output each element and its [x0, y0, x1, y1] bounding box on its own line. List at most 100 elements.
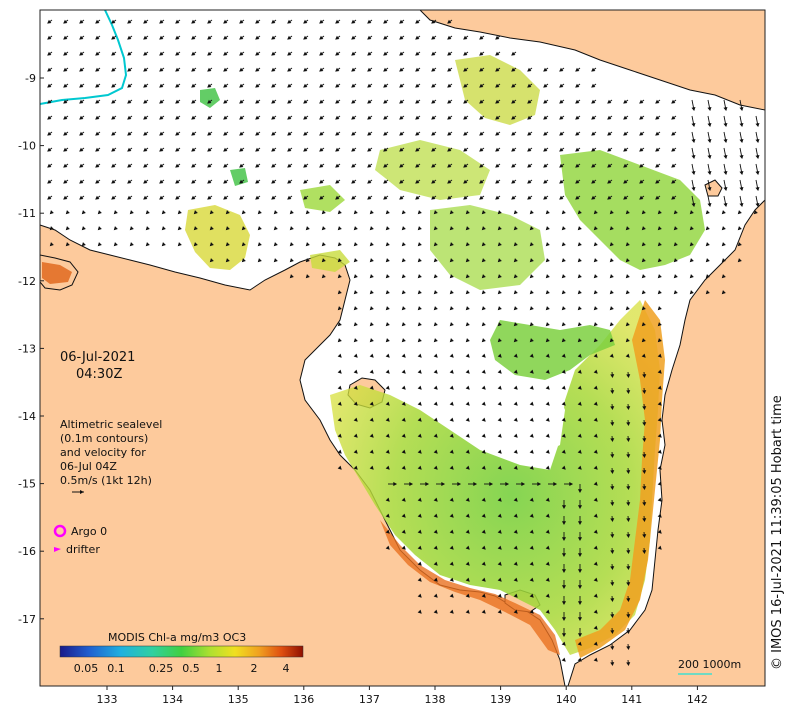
lon-tick-label: 133 — [97, 693, 118, 706]
velocity-arrow-head — [593, 338, 598, 343]
velocity-arrow-head — [655, 179, 660, 184]
velocity-arrow-head — [527, 67, 532, 72]
velocity-arrow-head — [337, 306, 342, 311]
velocity-arrow-head — [657, 417, 662, 422]
velocity-arrow-head — [639, 147, 644, 152]
velocity-arrow-head — [559, 179, 564, 184]
velocity-arrow-head — [739, 154, 744, 160]
velocity-arrow-head — [63, 83, 68, 88]
velocity-arrow-head — [335, 179, 340, 184]
velocity-arrow-head — [673, 258, 678, 263]
velocity-arrow-head — [607, 195, 612, 200]
velocity-arrow-head — [401, 210, 406, 215]
velocity-arrow-head — [529, 449, 534, 454]
velocity-arrow-head — [433, 577, 438, 582]
velocity-arrow-head — [335, 99, 340, 104]
velocity-arrow-head — [353, 465, 358, 470]
velocity-arrow-head — [385, 513, 390, 518]
velocity-arrow-head — [177, 242, 182, 247]
velocity-arrow-head — [127, 147, 132, 152]
velocity-arrow-head — [63, 163, 68, 168]
velocity-arrow-head — [143, 147, 148, 152]
velocity-arrow-head — [447, 147, 452, 152]
velocity-arrow-head — [353, 369, 358, 374]
velocity-arrow-head — [351, 67, 356, 72]
velocity-arrow-head — [561, 657, 566, 662]
velocity-arrow-head — [417, 242, 422, 247]
velocity-arrow-head — [657, 433, 662, 438]
velocity-arrow-head — [417, 385, 422, 390]
velocity-arrow-head — [625, 210, 630, 215]
velocity-arrow-head — [671, 131, 676, 136]
velocity-arrow-head — [723, 186, 728, 192]
velocity-arrow-head — [417, 561, 422, 566]
velocity-arrow-head — [561, 401, 566, 406]
velocity-arrow-head — [610, 374, 615, 379]
annotation-line-5: 0.5m/s (1kt 12h) — [60, 474, 152, 487]
velocity-arrow-head — [593, 290, 598, 295]
velocity-arrow-head — [721, 210, 726, 215]
velocity-arrow-head — [465, 369, 470, 374]
velocity-arrow-head — [739, 170, 744, 176]
velocity-arrow-head — [353, 322, 358, 327]
velocity-arrow-head — [337, 449, 342, 454]
velocity-arrow-head — [642, 486, 647, 491]
velocity-arrow-head — [129, 226, 134, 231]
velocity-arrow-head — [543, 131, 548, 136]
velocity-arrow-head — [561, 242, 566, 247]
velocity-arrow-head — [561, 258, 566, 263]
argo-legend: Argo 0 — [53, 524, 107, 538]
lat-tick-label: -11 — [18, 207, 36, 220]
velocity-arrow-head — [529, 322, 534, 327]
velocity-arrow-head — [513, 353, 518, 358]
velocity-arrow-head — [642, 374, 647, 379]
velocity-arrow-head — [449, 385, 454, 390]
velocity-arrow-head — [529, 385, 534, 390]
velocity-arrow-head — [513, 306, 518, 311]
velocity-arrow-head — [417, 497, 422, 502]
velocity-arrow-head — [575, 67, 580, 72]
velocity-arrow-head — [289, 274, 294, 279]
chl-left-island — [42, 262, 72, 284]
velocity-arrow-head — [755, 170, 760, 176]
velocity-arrow-head — [65, 242, 70, 247]
velocity-arrow-head — [255, 67, 260, 72]
velocity-arrow-head — [367, 51, 372, 56]
velocity-arrow-head — [463, 51, 468, 56]
velocity-arrow-head — [335, 19, 340, 24]
velocity-arrow-head — [175, 19, 180, 24]
velocity-arrow-head — [273, 226, 278, 231]
velocity-arrow-head — [497, 561, 502, 566]
velocity-arrow-head — [175, 35, 180, 40]
velocity-arrow-head — [369, 274, 374, 279]
velocity-arrow-head — [449, 401, 454, 406]
velocity-arrow-head — [303, 147, 308, 152]
velocity-arrow-head — [671, 147, 676, 152]
velocity-arrow-head — [239, 179, 244, 184]
velocity-arrow-head — [337, 322, 342, 327]
velocity-arrow-head — [47, 19, 52, 24]
velocity-arrow-head — [417, 433, 422, 438]
velocity-arrow-head — [431, 131, 436, 136]
velocity-arrow-head — [367, 163, 372, 168]
velocity-arrow-head — [691, 106, 696, 112]
velocity-arrow-head — [175, 67, 180, 72]
velocity-arrow-head — [642, 502, 647, 507]
velocity-arrow-head — [479, 179, 484, 184]
velocity-arrow-head — [63, 131, 68, 136]
velocity-arrow-head — [537, 481, 542, 487]
velocity-arrow-head — [303, 99, 308, 104]
velocity-arrow-head — [207, 131, 212, 136]
velocity-arrow-head — [191, 147, 196, 152]
velocity-arrow-head — [385, 497, 390, 502]
velocity-arrow-head — [449, 609, 454, 614]
velocity-arrow-head — [465, 385, 470, 390]
velocity-arrow-head — [691, 138, 696, 144]
velocity-arrow-head — [383, 83, 388, 88]
velocity-arrow-head — [465, 290, 470, 295]
velocity-arrow-head — [193, 226, 198, 231]
velocity-arrow-head — [561, 641, 566, 646]
velocity-arrow-head — [337, 290, 342, 295]
velocity-arrow-head — [95, 163, 100, 168]
velocity-arrow-head — [287, 163, 292, 168]
